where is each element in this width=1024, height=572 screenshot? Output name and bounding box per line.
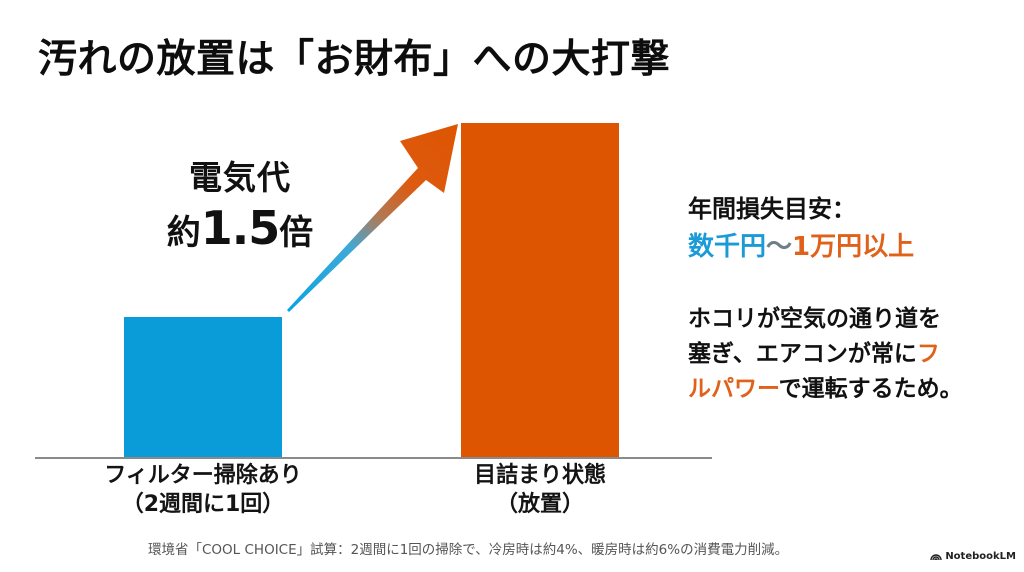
notebooklm-logo-icon: [930, 554, 943, 561]
category-label-cleaned: フィルター掃除あり （2週間に1回）: [104, 463, 302, 517]
brand-label: NotebookLM: [945, 551, 1016, 562]
annual-loss-value: 数千円〜1万円以上: [688, 226, 1008, 268]
source-footnote: 環境省「COOL CHOICE」試算：2週間に1回の掃除で、冷房時は約4%、暖房…: [148, 542, 789, 558]
bar-filter-clogged: [461, 123, 619, 458]
annotation-multiplier: 1.5: [200, 201, 280, 255]
reason-text: ホコリが空気の通り道を 塞ぎ、エアコンが常にフ ルパワーで運転するため。: [688, 306, 963, 402]
annotation-prefix: 約: [166, 213, 201, 253]
annotation-suffix: 倍: [279, 213, 314, 253]
loss-low: 数千円: [688, 232, 767, 262]
annual-loss-title: 年間損失目安：: [688, 195, 856, 223]
annotation-label: 電気代: [189, 158, 291, 197]
brand-watermark: NotebookLM: [930, 551, 1016, 562]
chart-baseline: [35, 457, 712, 459]
loss-high: 1万円以上: [792, 232, 915, 262]
page-title: 汚れの放置は「お財布」への大打撃: [38, 37, 671, 82]
multiplier-annotation: 電気代 約1.5倍: [140, 156, 340, 267]
annual-loss-panel: 年間損失目安： 数千円〜1万円以上: [688, 192, 1008, 268]
category-label-clogged: 目詰まり状態 （放置）: [473, 463, 606, 517]
bar-filter-cleaned: [124, 317, 282, 458]
loss-tilde: 〜: [766, 232, 793, 262]
